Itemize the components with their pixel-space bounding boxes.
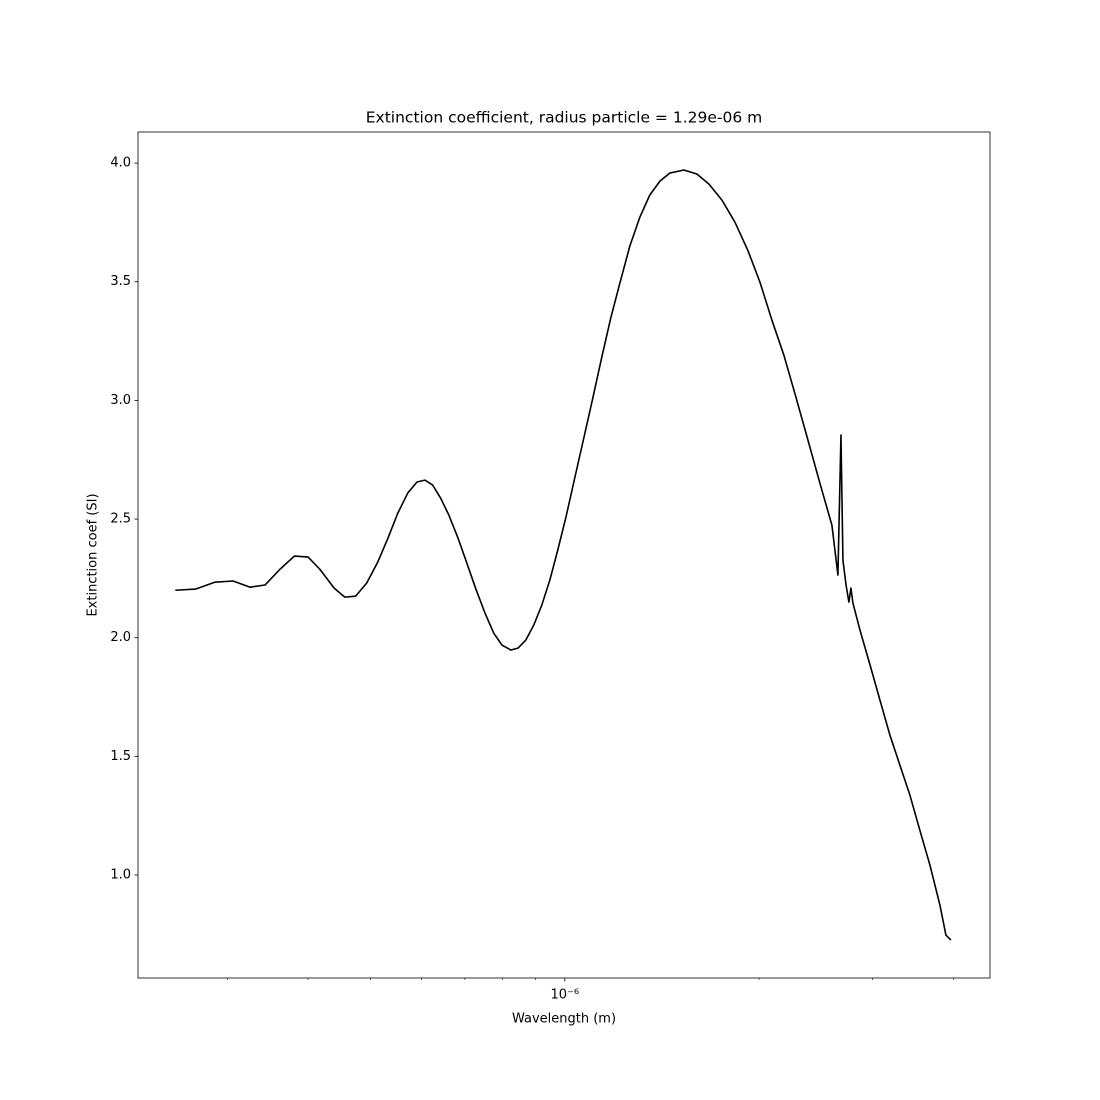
x-tick-label: 10⁻⁶ — [551, 988, 580, 1003]
y-tick-label: 3.5 — [110, 274, 131, 289]
y-tick-label: 2.0 — [110, 630, 131, 645]
y-tick-label: 3.0 — [110, 393, 131, 408]
y-tick-label: 1.0 — [110, 868, 131, 883]
y-tick-label: 4.0 — [110, 156, 131, 171]
plot-frame — [137, 131, 991, 979]
y-tick-label: 2.5 — [110, 512, 131, 527]
y-axis-label: Extinction coef (SI) — [86, 493, 101, 616]
y-tick-label: 1.5 — [110, 749, 131, 764]
chart-title: Extinction coefficient, radius particle … — [366, 109, 763, 127]
data-line — [175, 169, 952, 941]
x-axis-label: Wavelength (m) — [512, 1012, 616, 1027]
